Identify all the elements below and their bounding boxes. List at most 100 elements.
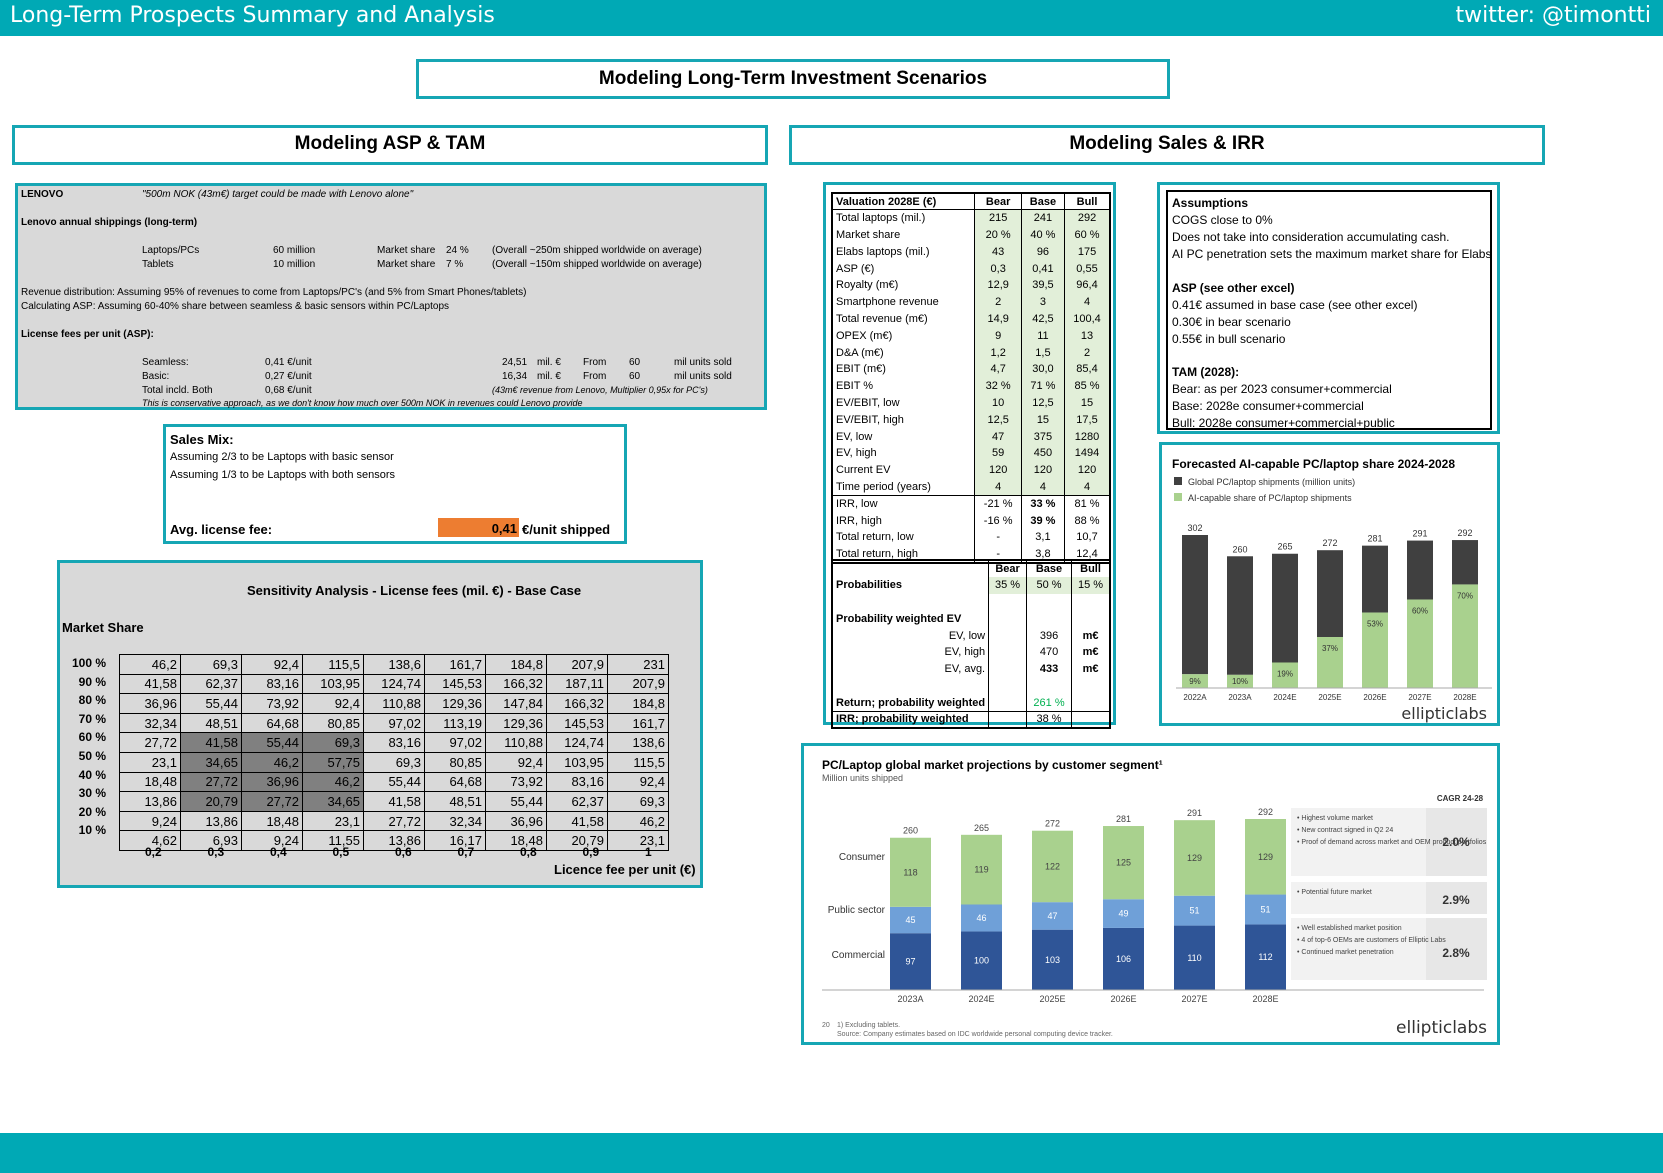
sensitivity-cell: 138,6 [363,654,425,675]
probability-header: Base [1025,560,1072,577]
sensitivity-cell: 9,24 [241,830,303,851]
legend-swatch [1174,493,1182,501]
table-row: Time period (years) 4 4 4 [832,478,1110,496]
bar-value-label: 122 [1045,861,1060,871]
table-row: EV, high 59 450 1494 [832,444,1110,462]
sensitivity-cell: 23,1 [607,830,669,851]
bar-value-label: 118 [903,867,917,877]
bar-total [1362,545,1388,613]
table-row: ASP (€) 0,3 0,41 0,55 [832,260,1110,277]
empty-cell [988,627,1027,644]
segment-note: • Continued market penetration [1297,949,1394,956]
table-row: Total return, low -3,1 10,7 [832,528,1110,546]
sensitivity-cell: 92,4 [241,654,303,675]
bar-public-sector [890,906,931,934]
assumption-line: AI PC penetration sets the maximum marke… [1172,247,1492,261]
bar-value-label: 51 [1260,904,1270,914]
cagr-value: 2.0% [1442,835,1470,849]
x-tick-label: 2024E [968,994,994,1004]
sensitivity-cell: 41,58 [363,791,425,812]
sensitivity-cell: 55,44 [485,791,547,812]
valuation-value: 71 % [1020,377,1065,395]
segment-note: • Highest volume market [1297,815,1373,822]
valuation-value: 4 [1020,478,1065,496]
sensitivity-cell: 161,7 [607,712,669,734]
valuation-value: 3,8 [1020,545,1065,563]
bar-commercial [890,933,931,990]
sensitivity-cell: 69,3 [363,751,425,773]
cagr-title: CAGR 24-28 [1437,794,1484,803]
market-share-label: Market Share [62,620,144,635]
legend-label: AI-capable share of PC/laptop shipments [1188,493,1352,503]
ship-row-note: (Overall ~250m shipped worldwide on aver… [492,245,702,256]
valuation-label: EV/EBIT, low [836,396,900,409]
sensitivity-cell: 13,86 [363,830,425,851]
valuation-header: Bull [1064,193,1110,211]
table-row: 36,96 55,44 73,92 92,4 110,88 129,36 147,84 166… [119,693,669,714]
valuation-value: 10,7 [1064,528,1110,546]
table-row: 46,2 69,3 92,4 115,5 138,6 161,7 184,8 207,9 231 [119,654,669,675]
valuation-label: IRR, high [836,514,882,527]
sensitivity-cell: 34,65 [302,791,364,812]
bar-ai-share [1182,674,1208,688]
empty-cell [832,594,989,611]
ship-row-name: Laptops/PCs [142,245,200,256]
sensitivity-cell: 46,2 [119,654,181,675]
sensitivity-cell: 41,58 [546,810,608,832]
valuation-value: 42,5 [1020,310,1065,328]
bar-public-sector [961,904,1002,932]
sensitivity-cell: 147,84 [485,693,547,714]
sensitivity-table: 46,2 69,3 92,4 115,5 138,6 161,7 184,8 207,9 231… [119,654,669,851]
table-row: IRR; probability weighted 38 % [832,710,1110,728]
fee-sold: mil units sold [674,357,732,368]
probability-table: Bear Base Bull Probabilities 35 % 50 % 15 % Pro… [831,559,1111,729]
bar-consumer [1103,826,1144,900]
valuation-value: - [974,545,1022,563]
valuation-value: 12,5 [974,411,1022,429]
ship-row-ms-label: Market share [377,259,436,270]
probability-row: Probabilities 35 % 50 % 15 % [832,576,1110,594]
row-label: 20 % [78,804,106,819]
x-tick-label: 2027E [1408,693,1431,702]
bar-value-label: 112 [1258,952,1272,962]
bar-share-label: 10% [1232,677,1248,686]
bar-value-label: 100 [974,956,989,966]
bar-ai-share [1407,599,1433,688]
sensitivity-cell: 27,72 [119,732,181,753]
fee-value: 0,41 €/unit [265,357,312,368]
legend-swatch [1174,477,1182,485]
bar-public-sector [1174,895,1215,926]
empty-cell [988,710,1027,728]
bar-total [1407,540,1433,600]
sensitivity-cell: 57,75 [302,751,364,773]
sensitivity-cell: 184,8 [485,654,547,675]
empty-cell [988,677,1027,695]
valuation-value: 450 [1020,444,1065,462]
sensitivity-cell: 36,96 [485,810,547,832]
empty-cell [988,593,1027,611]
valuation-header: Valuation 2028E (€) [832,193,975,211]
fee-total-value: 0,68 €/unit [265,385,312,396]
bar-public-sector [1032,902,1073,930]
row-label: 100 % [71,656,106,670]
table-row: Probability weighted EV [832,610,1110,628]
ship-row-ms: 24 % [446,245,469,256]
valuation-header: Bear [974,193,1022,211]
bar-share-label: 19% [1277,669,1293,678]
probability-value: 50 % [1025,576,1072,594]
valuation-label: EV, high [836,447,877,460]
col-label: 0,7 [457,845,475,859]
sensitivity-cell: 13,86 [119,791,181,812]
sensitivity-cell: 27,72 [180,771,242,793]
valuation-value: 4 [1064,478,1110,496]
sensitivity-cell: 80,85 [424,751,486,773]
table-row: IRR, high -16 % 39 % 88 % [832,512,1110,529]
main-title-box: Modeling Long-Term Investment Scenarios [416,59,1170,99]
bar-total [1452,540,1478,585]
probability-value: 35 % [988,576,1027,594]
cagr-value: 2.8% [1442,946,1470,960]
valuation-value: 1494 [1064,444,1110,462]
valuation-value: 88 % [1064,512,1110,529]
table-row: 4,62 6,93 9,24 11,55 13,86 16,17 18,48 20,79 23,… [119,830,669,851]
sensitivity-cell: 113,19 [424,712,486,734]
